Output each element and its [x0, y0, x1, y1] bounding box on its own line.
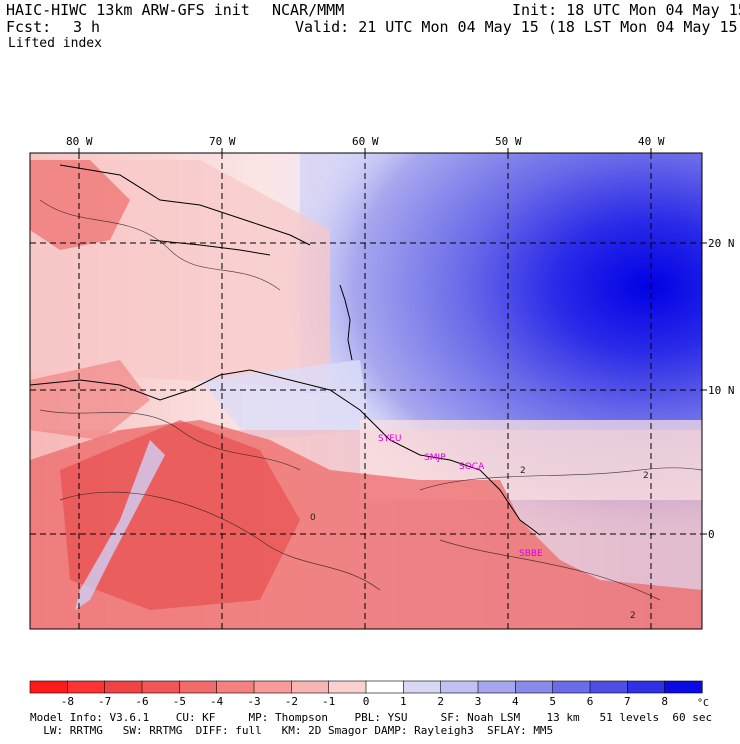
field-shading: [30, 153, 702, 629]
colorbar: [29, 680, 703, 694]
colorbar-tick-label: -1: [322, 695, 335, 708]
lon-label-40w: 40 W: [638, 135, 665, 148]
colorbar-swatch: [589, 680, 628, 694]
contour-label: 2: [643, 471, 649, 481]
fcst-value: 3 h: [73, 18, 101, 36]
colorbar-swatch: [29, 680, 68, 694]
colorbar-swatch: [664, 680, 703, 694]
lat-label-0: 0: [708, 528, 715, 541]
colorbar-tick-label: 7: [624, 695, 631, 708]
station-soca: SOCA: [459, 462, 485, 472]
org-label: NCAR/MMM: [272, 1, 345, 19]
model-info-line1: Model Info: V3.6.1 CU: KF MP: Thompson P…: [30, 711, 713, 724]
colorbar-swatch: [552, 680, 591, 694]
colorbar-unit: °C: [697, 698, 709, 709]
valid-time: Valid: 21 UTC Mon 04 May 15 (18 LST Mon …: [295, 18, 740, 36]
station-smjp: SMJP: [424, 453, 446, 463]
colorbar-tick-label: -4: [210, 695, 224, 708]
colorbar-tick-label: -2: [285, 695, 298, 708]
colorbar-swatch: [67, 680, 106, 694]
contour-label: 2: [520, 466, 526, 476]
colorbar-tick-label: -3: [247, 695, 260, 708]
colorbar-tick-label: 3: [475, 695, 482, 708]
colorbar-tick-label: 6: [587, 695, 594, 708]
colorbar-swatch: [515, 680, 554, 694]
colorbar-swatch: [440, 680, 479, 694]
colorbar-swatch: [216, 680, 255, 694]
grid: [30, 153, 702, 629]
colorbar-tick-label: -5: [173, 695, 186, 708]
init-time: Init: 18 UTC Mon 04 May 15: [512, 1, 740, 19]
colorbar-tick-label: 0: [363, 695, 370, 708]
colorbar-swatch: [291, 680, 330, 694]
colorbar-tick-label: -8: [61, 695, 74, 708]
lon-label-70w: 70 W: [209, 135, 236, 148]
colorbar-swatch: [328, 680, 367, 694]
model-info-line2: LW: RRTMG SW: RRTMG DIFF: full KM: 2D Sm…: [30, 724, 554, 737]
contour-label: 0: [310, 513, 316, 523]
lon-label-60w: 60 W: [352, 135, 379, 148]
lat-label-20n: 20 N: [708, 237, 735, 250]
colorbar-swatch: [365, 680, 404, 694]
colorbar-tick-label: 4: [512, 695, 519, 708]
colorbar-swatch: [104, 680, 143, 694]
lon-label-50w: 50 W: [495, 135, 522, 148]
colorbar-swatch: [403, 680, 442, 694]
colorbar-tick-label: 1: [400, 695, 407, 708]
contour-label: 2: [630, 611, 636, 621]
colorbar-ticks: -8 -7 -6 -5 -4 -3 -2 -1 0 1 2 3 4 5 6 7 8: [61, 695, 668, 708]
colorbar-swatch: [179, 680, 218, 694]
contours: [39, 199, 702, 601]
station-syeu: SYEU: [378, 434, 401, 444]
fcst-label: Fcst:: [6, 18, 52, 36]
model-title: HAIC-HIWC 13km ARW-GFS init: [6, 1, 250, 19]
colorbar-swatch: [253, 680, 292, 694]
colorbar-tick-label: 8: [661, 695, 668, 708]
colorbar-tick-label: 5: [549, 695, 556, 708]
colorbar-tick-label: 2: [437, 695, 444, 708]
lon-label-80w: 80 W: [66, 135, 93, 148]
lat-label-10n: 10 N: [708, 384, 735, 397]
colorbar-swatch: [477, 680, 516, 694]
colorbar-tick-label: -7: [98, 695, 111, 708]
colorbar-tick-label: -6: [135, 695, 148, 708]
colorbar-swatch: [141, 680, 180, 694]
map-frame: [29, 152, 703, 630]
colorbar-swatch: [627, 680, 666, 694]
station-sbbe: SBBE: [519, 549, 543, 559]
field-name: Lifted index: [8, 36, 102, 51]
